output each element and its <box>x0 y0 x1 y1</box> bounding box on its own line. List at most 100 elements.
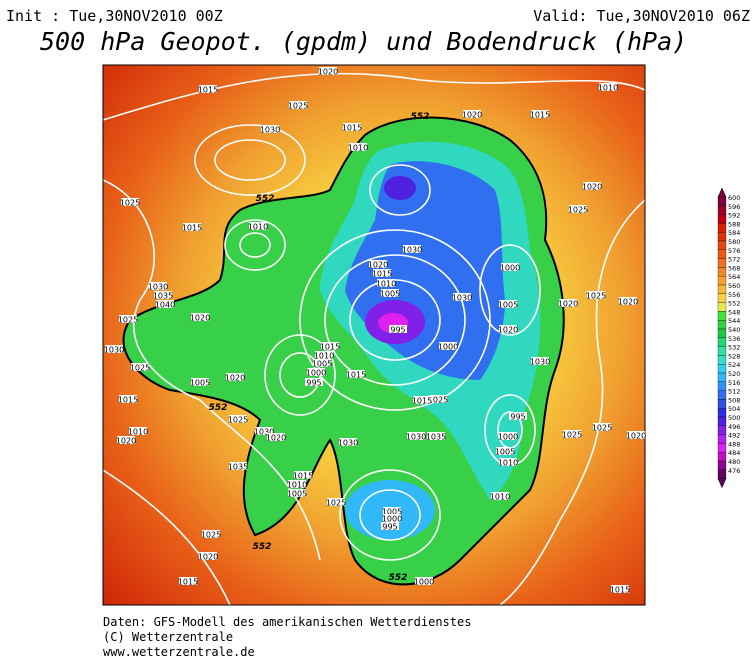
label-bg <box>499 458 517 466</box>
colorbar-label: 584 <box>728 229 740 237</box>
isobar-label: 1010 <box>490 493 510 502</box>
label-bg <box>563 430 581 438</box>
isobar-label: 995 <box>382 523 397 532</box>
label-bg <box>559 299 577 307</box>
colorbar-swatch <box>717 355 727 365</box>
label-bg <box>199 85 217 93</box>
isobar-label: 1020 <box>318 68 338 77</box>
label-bg <box>202 530 220 538</box>
footer-line: www.wetterzentrale.de <box>103 645 255 659</box>
label-bg <box>117 436 135 444</box>
label-bg <box>347 370 365 378</box>
isobar-label: 1000 <box>498 433 518 442</box>
isobar-label: 1020 <box>558 300 578 309</box>
label-bg <box>439 342 457 350</box>
label-bg <box>453 293 471 301</box>
label-bg <box>611 585 629 593</box>
contour-label: 552 <box>256 194 275 204</box>
label-bg <box>403 245 421 253</box>
isobar-label: 1015 <box>182 224 202 233</box>
label-bg <box>491 492 509 500</box>
colorbar: 6005965925885845805765725685645605565525… <box>717 187 740 489</box>
colorbar-label: 560 <box>728 282 740 290</box>
colorbar-swatch <box>717 408 727 418</box>
colorbar-arrow <box>717 187 727 198</box>
isobar-label: 995 <box>306 379 321 388</box>
isobar-label: 1010 <box>314 352 334 361</box>
isobar-label: 1005 <box>382 508 402 517</box>
label-bg <box>499 432 517 440</box>
label-bg <box>319 67 337 75</box>
colorbar-swatch <box>717 284 727 294</box>
colorbar-label: 552 <box>728 300 740 308</box>
isobar-label: 1030 <box>148 283 168 292</box>
isobar-label: 1025 <box>201 531 221 540</box>
colorbar-label: 572 <box>728 256 740 264</box>
colorbar-swatch <box>717 416 727 426</box>
label-bg <box>587 291 605 299</box>
colorbar-swatch <box>717 320 727 330</box>
colorbar-swatch <box>717 434 727 444</box>
label-bg <box>129 427 147 435</box>
colorbar-label: 568 <box>728 264 740 272</box>
label-bg <box>105 345 123 353</box>
isobar-label: 1020 <box>116 437 136 446</box>
colorbar-swatch <box>717 390 727 400</box>
colorbar-swatch <box>717 249 727 259</box>
label-bg <box>229 415 247 423</box>
isobar-label: 1025 <box>562 431 582 440</box>
map <box>103 65 645 605</box>
isobar-label: 1015 <box>178 578 198 587</box>
isobar-label: 1015 <box>346 371 366 380</box>
colorbar-label: 564 <box>728 273 740 281</box>
colorbar-label: 532 <box>728 344 740 352</box>
footer-line: Daten: GFS-Modell des amerikanischen Wet… <box>103 615 471 629</box>
colorbar-label: 576 <box>728 247 740 255</box>
colorbar-label: 540 <box>728 326 740 334</box>
label-bg <box>249 222 267 230</box>
label-bg <box>288 489 306 497</box>
colorbar-label: 476 <box>728 467 740 475</box>
isobar-label: 1005 <box>498 301 518 310</box>
label-bg <box>377 279 395 287</box>
colorbar-swatch <box>717 364 727 374</box>
isobar-label: 1005 <box>312 360 332 369</box>
isobar-label: 1030 <box>104 346 124 355</box>
colorbar-label: 592 <box>728 212 740 220</box>
isobar-label: 1015 <box>372 270 392 279</box>
isobar-label: 1005 <box>287 490 307 499</box>
label-bg <box>369 260 387 268</box>
colorbar-label: 596 <box>728 203 740 211</box>
isobar-label: 1010 <box>598 84 618 93</box>
isobar-label: 1025 <box>130 364 150 373</box>
valid-time: Valid: Tue,30NOV2010 06Z <box>533 7 750 25</box>
label-bg <box>427 432 445 440</box>
colorbar-swatch <box>717 425 727 435</box>
colorbar-label: 588 <box>728 220 740 228</box>
label-bg <box>119 315 137 323</box>
isobar-label: 1015 <box>293 472 313 481</box>
label-bg <box>255 427 273 435</box>
label-bg <box>327 498 345 506</box>
label-bg <box>191 313 209 321</box>
label-bg <box>267 433 285 441</box>
colorbar-label: 536 <box>728 335 740 343</box>
isobar-label: 1000 <box>382 515 402 524</box>
isobar-label: 1005 <box>495 448 515 457</box>
colorbar-label: 484 <box>728 449 740 457</box>
isobar-label: 1040 <box>155 301 175 310</box>
isobar-label: 1020 <box>198 553 218 562</box>
isobar-label: 995 <box>390 326 405 335</box>
label-bg <box>531 357 549 365</box>
label-bg <box>599 83 617 91</box>
isobar-label: 1030 <box>452 294 472 303</box>
isobar-label: 1030 <box>406 433 426 442</box>
map-labels: 1020 1015 1025 1030 1015 1010 1020 1015 1010 1020… <box>104 67 646 595</box>
isobar-label: 1030 <box>530 358 550 367</box>
label-bg <box>307 368 325 376</box>
colorbar-swatch <box>717 240 727 250</box>
isobar-label: 1005 <box>190 379 210 388</box>
label-bg <box>627 431 645 439</box>
label-bg <box>407 432 425 440</box>
